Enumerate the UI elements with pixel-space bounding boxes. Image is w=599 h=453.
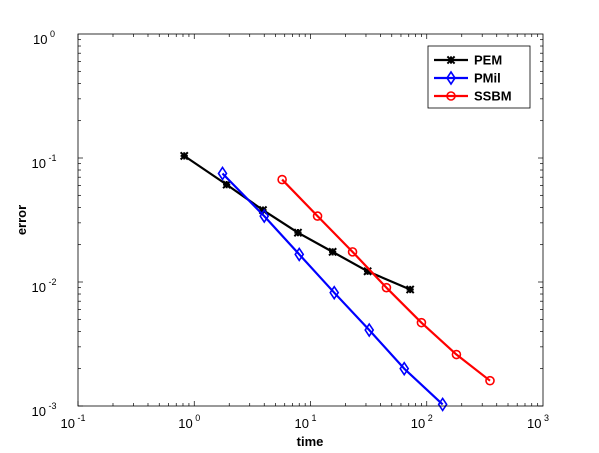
legend-label-pmil: PMil: [474, 71, 501, 86]
x-tick-label: 10 0: [178, 413, 200, 431]
data-point-pmil: [294, 246, 305, 262]
data-point-pmil: [217, 166, 228, 181]
data-point-pmil: [259, 208, 270, 224]
data-point-pem: [328, 247, 337, 257]
data-point-ssbm: [451, 349, 462, 360]
tick-labels: 10 -1 10 0 10 1 10 2 10 3 10 -3 10 -2 10 -1 10 0: [32, 29, 549, 431]
data-point-pem: [258, 205, 268, 215]
data-point-pem: [222, 180, 231, 189]
axis-ticks: [77, 34, 543, 407]
plot-frame: [77, 33, 544, 407]
y-tick-label: 10 -2: [32, 277, 57, 295]
x-tick-label: 10 1: [295, 413, 317, 431]
data-point-pmil: [437, 396, 448, 412]
y-tick-label: 10 -1: [32, 153, 57, 171]
legend-marker-pmil: [446, 70, 456, 86]
legend-marker-pem: [446, 55, 456, 65]
x-tick-label: 10 3: [527, 413, 549, 431]
data-point-ssbm: [485, 375, 495, 386]
x-axis-label: time: [297, 434, 324, 449]
data-point-ssbm: [416, 317, 427, 328]
x-tick-label: 10 -1: [61, 413, 86, 431]
legend-label-pem: PEM: [474, 53, 502, 68]
data-point-pmil: [364, 322, 375, 338]
y-tick-label: 10 -3: [32, 401, 57, 419]
x-tick-label: 10 2: [411, 413, 433, 431]
y-axis-label: error: [14, 205, 29, 235]
series-ssbm: [277, 174, 495, 386]
data-point-ssbm: [381, 282, 392, 293]
data-point-ssbm: [347, 247, 358, 257]
series-line-pmil: [221, 172, 444, 406]
series-line-ssbm: [281, 178, 491, 382]
series-pmil: [217, 166, 448, 412]
legend-marker-ssbm: [446, 91, 456, 101]
series-layer: [179, 151, 495, 412]
data-point-pem: [293, 228, 303, 237]
data-point-pem: [179, 151, 189, 161]
legend-label-ssbm: SSBM: [474, 89, 512, 104]
legend: PEM PMil SSBM: [427, 45, 531, 109]
data-point-pmil: [399, 361, 410, 377]
data-point-ssbm: [277, 174, 287, 185]
series-pem: [179, 151, 415, 294]
data-point-pem: [363, 266, 372, 276]
y-tick-label: 10 0: [33, 29, 55, 47]
data-point-pem: [405, 285, 415, 294]
data-point-ssbm: [312, 211, 323, 221]
data-point-pmil: [329, 285, 340, 301]
